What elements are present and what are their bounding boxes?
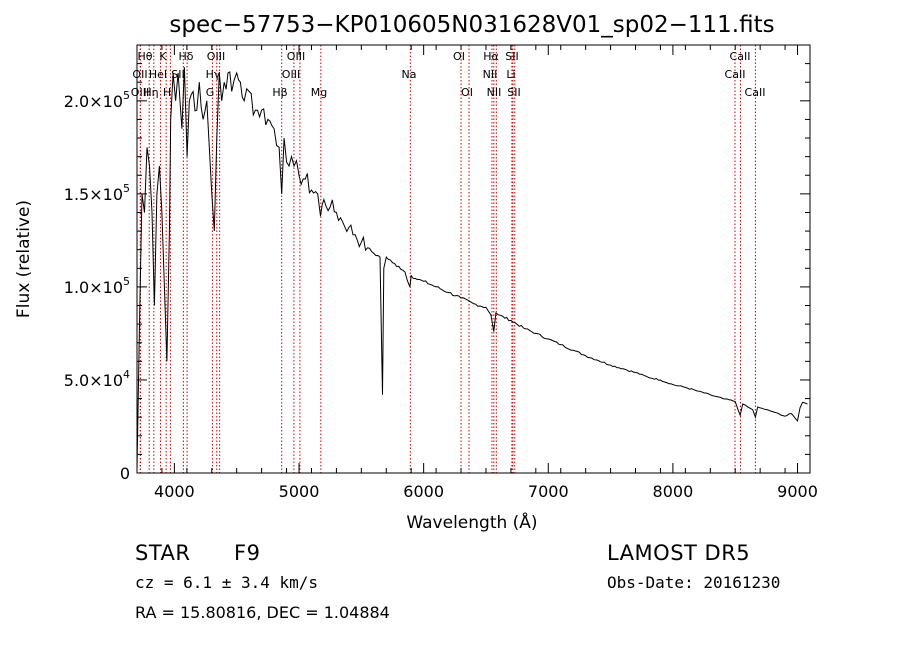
line-label-21: NII [487, 86, 502, 99]
survey-name: LAMOST DR5 [607, 541, 751, 565]
y-tick-label-2: 1.0×105 [64, 275, 130, 297]
line-label-19: Hα [483, 50, 499, 63]
y-tick-label-0: 0 [120, 464, 130, 483]
line-label-2: Hδ [178, 50, 193, 63]
axes: 4000 5000 6000 7000 8000 9000 0 5.0×104 1.0×105 1… [64, 45, 818, 501]
x-tick-label-4: 8000 [653, 482, 694, 501]
line-label-15: Mg [311, 86, 327, 99]
line-label-20: NII [483, 68, 498, 81]
line-label-23: Li [506, 68, 515, 81]
line-label-7: Hη [143, 86, 158, 99]
line-label-8: H [163, 86, 171, 99]
object-class: STAR [135, 541, 191, 565]
line-label-0: Hθ [137, 50, 152, 63]
x-axis-label: Wavelength (Å) [406, 511, 537, 533]
line-label-25: CaII [730, 50, 751, 63]
line-label-26: CaII [725, 68, 746, 81]
line-label-10: Hγ [206, 68, 221, 81]
plot-frame [136, 44, 811, 474]
line-label-16: Na [402, 68, 417, 81]
x-tick-label-1: 5000 [279, 482, 320, 501]
y-axis-label: Flux (relative) [14, 200, 34, 318]
line-label-11: G [206, 86, 215, 99]
chart-title: spec−57753−KP010605N031628V01_sp02−111.f… [169, 12, 774, 38]
spectrum-line [136, 67, 808, 470]
line-label-14: Hβ [272, 86, 287, 99]
redshift-value: cz = 6.1 ± 3.4 km/s [135, 573, 319, 592]
line-label-27: CaII [745, 86, 766, 99]
coordinates: RA = 15.80816, DEC = 1.04884 [135, 603, 390, 622]
y-tick-label-1: 5.0×104 [64, 368, 130, 390]
line-label-22: SII [505, 50, 518, 63]
subclass: F9 [234, 541, 261, 565]
line-label-9: OIII [207, 50, 225, 63]
line-label-17: OI [453, 50, 465, 63]
y-tick-label-4: 2.0×105 [64, 89, 130, 111]
line-label-24: SII [507, 86, 520, 99]
x-tick-label-0: 4000 [154, 482, 195, 501]
x-tick-label-2: 6000 [403, 482, 444, 501]
line-label-13: OIII [282, 68, 300, 81]
line-label-6: OIII [131, 86, 149, 99]
line-label-12: OIII [287, 50, 305, 63]
x-tick-label-3: 7000 [528, 482, 569, 501]
line-label-3: OII [132, 68, 147, 81]
y-tick-label-3: 1.5×105 [64, 182, 130, 204]
x-tick-label-5: 9000 [777, 482, 818, 501]
emission-line-markers [139, 45, 756, 473]
line-label-4: HeI [149, 68, 167, 81]
line-label-1: K [159, 50, 167, 63]
line-label-18: OI [461, 86, 473, 99]
obs-date: Obs-Date: 20161230 [607, 573, 781, 592]
